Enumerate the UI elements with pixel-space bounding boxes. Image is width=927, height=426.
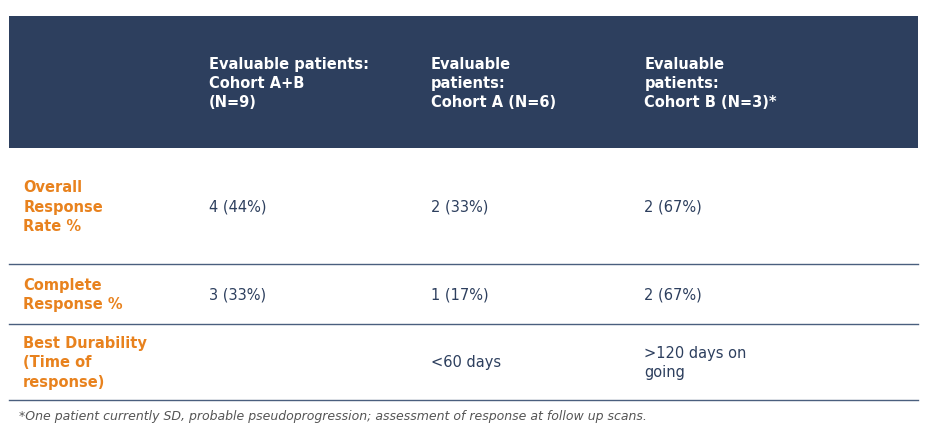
Text: *One patient currently SD, probable pseudoprogression; assessment of response at: *One patient currently SD, probable pseu… (19, 409, 646, 422)
Text: 2 (67%): 2 (67%) (644, 286, 702, 302)
Text: Complete
Response %: Complete Response % (23, 277, 122, 311)
Text: 2 (67%): 2 (67%) (644, 199, 702, 214)
Text: 1 (17%): 1 (17%) (431, 286, 489, 302)
Bar (9, 17, 918, 149)
Text: 2 (33%): 2 (33%) (431, 199, 489, 214)
Text: Evaluable
patients:
Cohort A (N=6): Evaluable patients: Cohort A (N=6) (431, 56, 556, 110)
Text: 4 (44%): 4 (44%) (209, 199, 266, 214)
Text: Overall
Response
Rate %: Overall Response Rate % (23, 180, 103, 233)
Text: <60 days: <60 days (431, 354, 502, 370)
Text: Evaluable patients:
Cohort A+B
(N=9): Evaluable patients: Cohort A+B (N=9) (209, 56, 369, 110)
Text: >120 days on
going: >120 days on going (644, 345, 746, 379)
Text: Best Durability
(Time of
response): Best Durability (Time of response) (23, 335, 147, 389)
Text: Evaluable
patients:
Cohort B (N=3)*: Evaluable patients: Cohort B (N=3)* (644, 56, 777, 110)
Text: 3 (33%): 3 (33%) (209, 286, 266, 302)
